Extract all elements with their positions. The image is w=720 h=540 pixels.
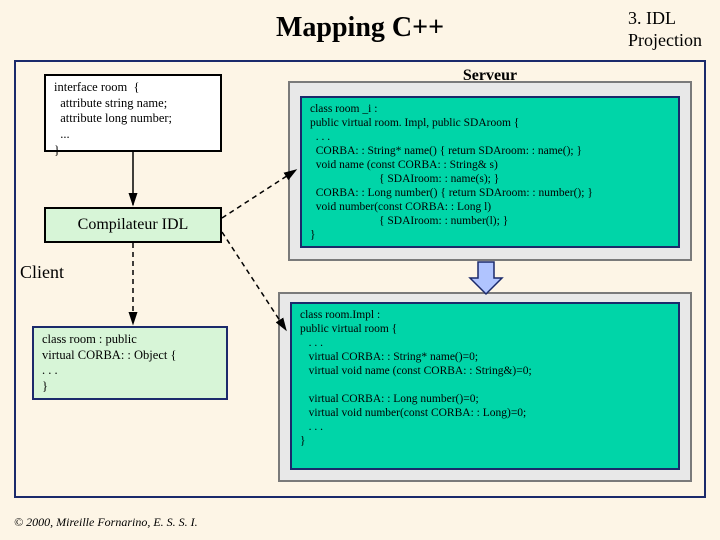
section-indicator: 3. IDL Projection (628, 8, 702, 51)
section-subtitle: Projection (628, 30, 702, 52)
idl-compiler-box: Compilateur IDL (44, 207, 222, 243)
idl-definition-box: interface room { attribute string name; … (44, 74, 222, 152)
client-label: Client (20, 262, 64, 283)
serveur-label: Serveur (290, 67, 690, 85)
page-title: Mapping C++ (0, 12, 720, 44)
room-impl-code: class room.Impl : public virtual room { … (290, 302, 680, 470)
section-number: 3. IDL (628, 8, 702, 30)
copyright: © 2000, Mireille Fornarino, E. S. S. I. (14, 515, 198, 530)
client-stub-box: class room : public virtual CORBA: : Obj… (32, 326, 228, 400)
server-impl-code: class room _i : public virtual room. Imp… (300, 96, 680, 248)
